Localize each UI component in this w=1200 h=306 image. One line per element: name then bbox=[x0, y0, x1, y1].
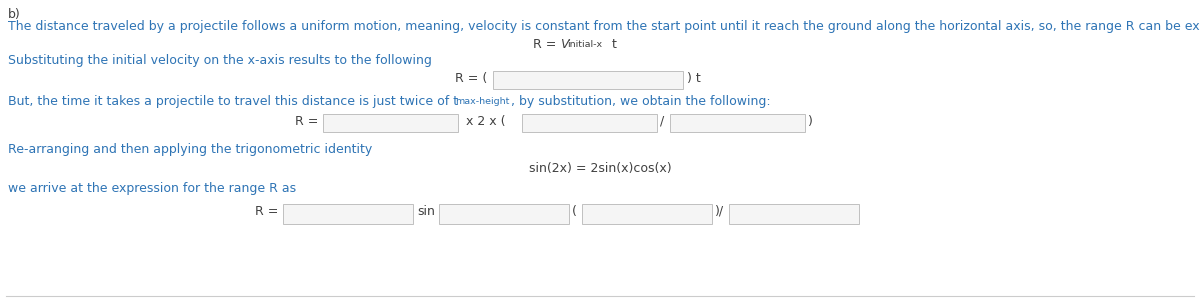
Text: initial-x: initial-x bbox=[568, 40, 602, 49]
FancyBboxPatch shape bbox=[522, 114, 658, 132]
Text: t: t bbox=[612, 38, 617, 51]
Text: b): b) bbox=[8, 8, 20, 21]
FancyBboxPatch shape bbox=[493, 71, 683, 89]
Text: )/: )/ bbox=[715, 205, 724, 218]
FancyBboxPatch shape bbox=[582, 204, 712, 224]
Text: R = (: R = ( bbox=[455, 72, 487, 85]
Text: we arrive at the expression for the range R as: we arrive at the expression for the rang… bbox=[8, 182, 296, 195]
Text: R =: R = bbox=[295, 115, 323, 128]
Text: ): ) bbox=[808, 115, 812, 128]
Text: The distance traveled by a projectile follows a uniform motion, meaning, velocit: The distance traveled by a projectile fo… bbox=[8, 20, 1200, 33]
Text: x 2 x (: x 2 x ( bbox=[462, 115, 505, 128]
Text: ) t: ) t bbox=[686, 72, 701, 85]
Text: V: V bbox=[560, 38, 569, 51]
FancyBboxPatch shape bbox=[323, 114, 458, 132]
FancyBboxPatch shape bbox=[283, 204, 413, 224]
Text: R =: R = bbox=[533, 38, 560, 51]
Text: (: ( bbox=[572, 205, 577, 218]
Text: , by substitution, we obtain the following:: , by substitution, we obtain the followi… bbox=[511, 95, 770, 108]
Text: But, the time it takes a projectile to travel this distance is just twice of t: But, the time it takes a projectile to t… bbox=[8, 95, 458, 108]
Text: R =: R = bbox=[256, 205, 282, 218]
Text: /: / bbox=[660, 115, 665, 128]
FancyBboxPatch shape bbox=[670, 114, 805, 132]
FancyBboxPatch shape bbox=[730, 204, 859, 224]
Text: Re-arranging and then applying the trigonometric identity: Re-arranging and then applying the trigo… bbox=[8, 143, 372, 156]
Text: max-height: max-height bbox=[455, 97, 509, 106]
FancyBboxPatch shape bbox=[439, 204, 569, 224]
Text: sin: sin bbox=[418, 205, 434, 218]
Text: sin(2x) = 2sin(x)cos(x): sin(2x) = 2sin(x)cos(x) bbox=[529, 162, 671, 175]
Text: Substituting the initial velocity on the x-axis results to the following: Substituting the initial velocity on the… bbox=[8, 54, 432, 67]
